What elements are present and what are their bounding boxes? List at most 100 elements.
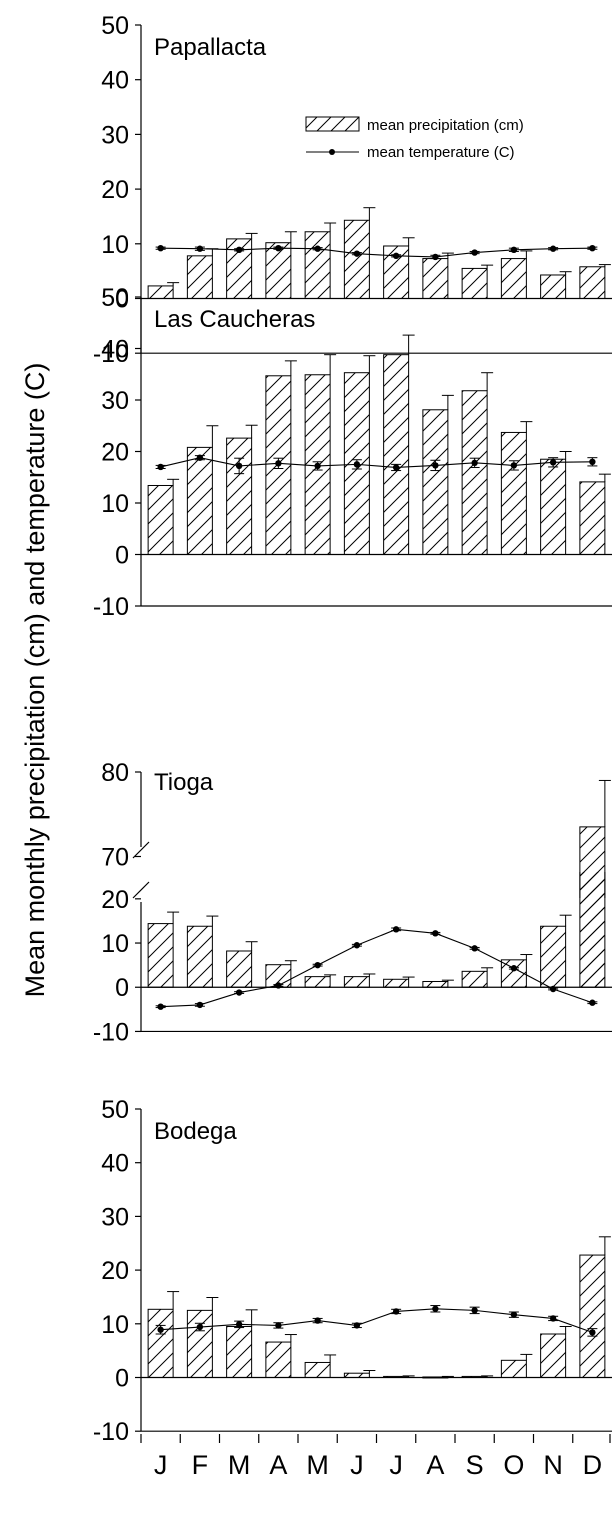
y-tick-label: 40 <box>101 67 129 95</box>
temperature-point <box>510 1311 518 1318</box>
y-tick-label: -10 <box>93 340 129 368</box>
y-tick-label: 10 <box>101 930 129 958</box>
y-tick-label: 70 <box>101 844 129 872</box>
precip-bar <box>500 431 527 556</box>
temperature-point <box>314 961 321 969</box>
precip-bar <box>186 925 213 988</box>
y-axis-label: Mean monthly precipitation (cm) and temp… <box>20 363 50 998</box>
temperature-point <box>157 244 164 252</box>
temperature-point <box>235 1321 243 1328</box>
precip-bar <box>422 258 449 299</box>
legend-label-precipitation: mean precipitation (cm) <box>367 117 524 134</box>
precip-bar <box>500 258 527 299</box>
y-tick-label: 20 <box>101 886 129 914</box>
precip-bar <box>343 219 370 300</box>
y-tick-label: 50 <box>101 12 129 40</box>
chart-panel: -10 0 10 20 30 40 50 Papallacta mean precipitati… <box>93 12 612 368</box>
y-tick-label: 50 <box>101 1096 129 1124</box>
temperature-point <box>549 1315 557 1322</box>
precip-bar <box>265 1341 292 1378</box>
temperature-point <box>510 965 518 972</box>
temperature-point <box>392 1308 400 1315</box>
y-tick-label: 20 <box>101 439 129 467</box>
y-tick-label: -10 <box>93 1018 129 1046</box>
y-tick-label: 30 <box>101 121 129 149</box>
axis-break-mark <box>132 841 150 859</box>
temperature-point <box>235 246 243 254</box>
temperature-point <box>510 462 518 469</box>
panel-title: Las Caucheras <box>154 306 315 333</box>
y-tick-label: 10 <box>101 1311 129 1339</box>
temperature-point <box>353 942 361 949</box>
x-tick-label: M <box>228 1450 251 1480</box>
precip-bar <box>579 1254 606 1378</box>
temperature-point <box>432 930 439 937</box>
precip-bar <box>186 446 213 556</box>
temperature-point <box>510 246 518 254</box>
temperature-point <box>549 459 557 466</box>
x-tick-label: F <box>192 1450 209 1480</box>
precip-bar <box>304 231 331 300</box>
y-tick-label: 0 <box>115 286 129 314</box>
precip-bar <box>540 274 567 300</box>
panel-title: Papallacta <box>154 34 267 61</box>
x-tick-label: D <box>583 1450 603 1480</box>
temperature-point <box>196 1323 204 1331</box>
temperature-point <box>392 252 400 260</box>
precip-bar <box>186 1309 213 1378</box>
precip-bar <box>422 980 449 988</box>
precip-bar <box>540 925 567 988</box>
legend-swatch-precipitation <box>305 116 360 132</box>
y-tick-label: 30 <box>101 387 129 415</box>
y-tick-label: 30 <box>101 1203 129 1231</box>
precip-bar <box>265 242 292 299</box>
y-tick-label: 0 <box>115 974 129 1002</box>
precip-bar <box>383 245 410 300</box>
precip-bar-fill <box>579 872 605 988</box>
temperature-point <box>353 250 361 257</box>
temperature-point <box>196 245 204 252</box>
legend: mean precipitation (cm) mean temperature … <box>305 116 524 161</box>
chart-panels: -10 0 10 20 30 40 50 Papallacta mean precipitati… <box>93 12 612 1446</box>
temperature-point <box>471 1307 478 1314</box>
temperature-point <box>589 999 596 1006</box>
temperature-point <box>471 459 478 467</box>
temperature-point <box>157 463 164 471</box>
precip-bar <box>422 409 449 555</box>
chart-panel: -10 0 10 20 30 40 50 Bodega <box>93 1096 612 1446</box>
chart-panel: -10 0 10 20 70 80 Tioga <box>93 759 612 1046</box>
x-tick-label: A <box>269 1450 287 1480</box>
precip-bar <box>226 950 253 988</box>
y-tick-label: 50 <box>101 284 129 312</box>
y-tick-label: 10 <box>101 490 129 518</box>
y-tick-label: -10 <box>93 1418 129 1446</box>
x-tick-label: N <box>543 1450 563 1480</box>
precip-bar <box>579 266 606 299</box>
y-tick-label: 0 <box>115 1365 129 1393</box>
precip-bar <box>186 255 213 299</box>
precip-bar <box>500 1359 527 1379</box>
y-tick-label: 20 <box>101 1257 129 1285</box>
precip-bar <box>422 1376 449 1379</box>
precip-bar <box>304 976 331 988</box>
temperature-point <box>275 460 282 467</box>
temperature-point <box>471 945 478 952</box>
chart-panel: -10 0 10 20 30 40 50 Las Caucheras <box>93 284 612 621</box>
precip-bar <box>147 285 174 300</box>
temperature-point <box>471 249 478 256</box>
temperature-point <box>196 454 204 461</box>
temperature-point <box>235 462 243 470</box>
temperature-point <box>314 245 321 252</box>
temperature-point <box>235 989 243 996</box>
temperature-point <box>157 1003 164 1010</box>
temperature-point <box>314 1317 321 1324</box>
temperature-point <box>275 1322 282 1329</box>
panel-title: Tioga <box>154 769 214 796</box>
temperature-point <box>353 1322 361 1329</box>
precip-bar <box>540 458 567 556</box>
temperature-line <box>160 1308 593 1333</box>
precip-bar <box>226 437 253 555</box>
x-tick-label: S <box>466 1450 484 1480</box>
